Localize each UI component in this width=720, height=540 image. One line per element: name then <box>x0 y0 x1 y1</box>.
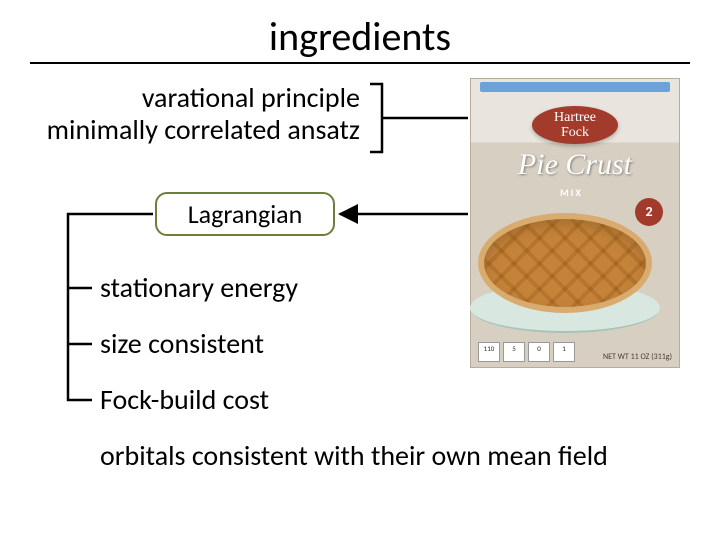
product-name-script: Pie Crust <box>510 148 640 182</box>
brand-line2: Fock <box>561 125 589 140</box>
output-stationary-energy: stationary energy <box>100 272 298 304</box>
nutrition-row: 110 5 0 1 <box>478 342 575 362</box>
pie-illustration <box>460 203 670 333</box>
slide-title: ingredients <box>0 12 720 61</box>
product-mix-label: MIX <box>560 186 583 199</box>
input-line-2: minimally correlated ansatz <box>40 114 360 146</box>
lagrangian-node: Lagrangian <box>155 192 335 236</box>
nutri-0: 110 <box>478 342 500 362</box>
brand-oval: Hartree Fock <box>532 106 618 144</box>
net-weight: NET WT 11 OZ (311g) <box>603 352 672 362</box>
brand-line1: Hartree <box>554 110 596 125</box>
box-topband <box>480 82 670 92</box>
output-orbitals: orbitals consistent with their own mean … <box>100 440 608 472</box>
pie-crust <box>478 213 652 313</box>
nutri-1: 5 <box>503 342 525 362</box>
output-size-consistent: size consistent <box>100 328 264 360</box>
nutri-2: 0 <box>528 342 550 362</box>
title-underline <box>30 62 690 64</box>
nutri-3: 1 <box>553 342 575 362</box>
product-box: Hartree Fock Pie Crust MIX 2 110 5 0 1 N… <box>470 78 680 368</box>
input-line-1: varational principle <box>40 82 360 114</box>
output-fock-build: Fock-build cost <box>100 384 269 416</box>
inputs-block: varational principle minimally correlate… <box>40 82 360 146</box>
